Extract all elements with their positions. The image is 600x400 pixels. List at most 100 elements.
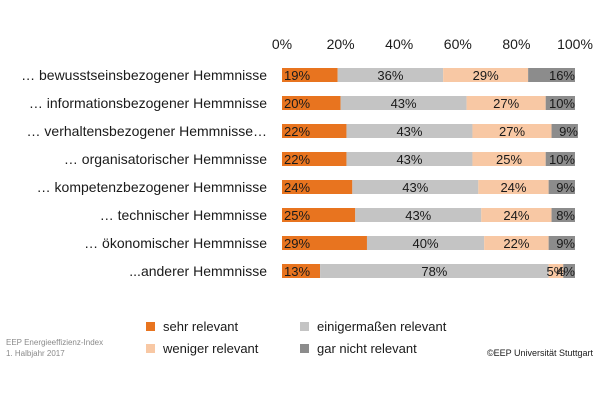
bar-segment <box>528 68 575 82</box>
x-tick-label: 20% <box>327 36 355 52</box>
bar-segment <box>548 180 575 194</box>
bar-segment <box>355 208 482 222</box>
bar-segment <box>472 152 546 166</box>
x-axis-ticks: 0% 20% 40% 60% 80% 100% <box>272 36 593 52</box>
legend-label: weniger relevant <box>162 341 259 356</box>
bar-value-label: 20% <box>284 96 310 111</box>
bar-segment <box>466 96 546 110</box>
x-tick-label: 80% <box>502 36 530 52</box>
bar-segment <box>340 96 467 110</box>
bar-segment <box>352 180 479 194</box>
bar-segment <box>443 68 529 82</box>
bar-value-label: 24% <box>284 180 310 195</box>
bar-value-label: 19% <box>284 68 310 83</box>
bar-segment <box>366 236 485 250</box>
legend-swatch <box>300 344 309 353</box>
category-labels: … bewusstseinsbezogener Hemmnisse … infor… <box>21 67 267 279</box>
legend-label: gar nicht relevant <box>317 341 417 356</box>
bar-value-label: 43% <box>405 208 431 223</box>
bar-segment <box>551 208 575 222</box>
bar-value-label: 43% <box>402 180 428 195</box>
bar-value-label: 78% <box>421 264 447 279</box>
bar-segment <box>545 96 575 110</box>
bar-value-label: 22% <box>503 236 529 251</box>
category-label: … bewusstseinsbezogener Hemmnisse <box>21 67 267 83</box>
category-label: … kompetenzbezogener Hemmnisse <box>37 179 268 195</box>
bar-value-label: 9% <box>559 124 578 139</box>
bar-value-label: 40% <box>413 236 439 251</box>
bar-segment <box>478 180 549 194</box>
bar-segment <box>481 208 552 222</box>
bar-row: 20% 43% 27% 10% <box>282 96 575 111</box>
bar-row: 13% 78% 5%4% <box>282 264 575 279</box>
bar-value-label: 9% <box>556 236 575 251</box>
legend-swatch <box>300 322 309 331</box>
bar-row: 25% 43% 24% 8% <box>282 208 575 223</box>
legend-swatch <box>146 322 155 331</box>
legend-item: weniger relevant <box>146 341 259 356</box>
category-label: … ökonomischer Hemmnisse <box>84 235 267 251</box>
bar-segment <box>551 124 578 138</box>
bar-segment <box>548 236 575 250</box>
bar-value-label: 27% <box>499 124 525 139</box>
bar-value-label: 24% <box>503 208 529 223</box>
bar-value-label: 13% <box>284 264 310 279</box>
bar-value-label: 10% <box>549 96 575 111</box>
bar-value-label: 43% <box>396 124 422 139</box>
bar-value-label: 24% <box>500 180 526 195</box>
footnotes: EEP Energieeffizienz-Index 1. Halbjahr 2… <box>6 338 593 358</box>
x-tick-label: 100% <box>557 36 593 52</box>
bar-value-label: 27% <box>493 96 519 111</box>
copyright-text: ©EEP Universität Stuttgart <box>487 348 594 358</box>
bar-value-label: 4% <box>556 264 575 279</box>
bar-value-label: 25% <box>284 208 310 223</box>
legend: sehr relevant einigermaßen relevant wenige… <box>146 319 447 356</box>
category-label: … verhaltensbezogener Hemmnisse… <box>27 123 267 139</box>
bar-row: 24% 43% 24% 9% <box>282 180 575 195</box>
bar-value-label: 43% <box>391 96 417 111</box>
bar-value-label: 10% <box>549 152 575 167</box>
bar-row: 29% 40% 22% 9% <box>282 236 575 251</box>
bar-segment <box>282 236 367 250</box>
bar-segment <box>282 264 321 278</box>
category-label: ...anderer Hemmnisse <box>129 263 267 279</box>
bar-segment <box>282 208 356 222</box>
bar-segment <box>548 264 564 278</box>
bar-segment <box>282 180 353 194</box>
bar-segment <box>472 124 552 138</box>
category-label: … organisatorischer Hemmnisse <box>64 151 267 167</box>
bar-value-label: 36% <box>377 68 403 83</box>
bar-value-label: 29% <box>284 236 310 251</box>
bar-value-label: 22% <box>284 152 310 167</box>
x-tick-label: 0% <box>272 36 292 52</box>
bar-segment <box>346 152 473 166</box>
bar-value-label: 5% <box>547 264 566 279</box>
bar-segment <box>563 264 575 278</box>
bar-row: 22% 43% 25% 10% <box>282 152 575 167</box>
bar-segment <box>282 96 341 110</box>
bar-segment <box>346 124 473 138</box>
bars: 19% 36% 29% 16% 20% 43% 27% 10% 22% 43% 27% 9% 22% 43… <box>282 68 578 279</box>
bar-segment <box>484 236 549 250</box>
bar-segment <box>282 124 347 138</box>
bar-value-label: 9% <box>556 180 575 195</box>
category-label: … technischer Hemmnisse <box>100 207 267 223</box>
bar-value-label: 16% <box>549 68 575 83</box>
bar-segment <box>320 264 549 278</box>
x-tick-label: 40% <box>385 36 413 52</box>
legend-label: sehr relevant <box>163 319 239 334</box>
footnote-line-2: 1. Halbjahr 2017 <box>6 349 65 358</box>
legend-item: gar nicht relevant <box>300 341 417 356</box>
bar-value-label: 8% <box>556 208 575 223</box>
legend-label: einigermaßen relevant <box>317 319 447 334</box>
category-label: … informationsbezogener Hemmnisse <box>29 95 267 111</box>
footnote-line-1: EEP Energieeffizienz-Index <box>6 338 103 347</box>
bar-value-label: 43% <box>396 152 422 167</box>
bar-row: 19% 36% 29% 16% <box>282 68 575 83</box>
x-tick-label: 60% <box>444 36 472 52</box>
bar-value-label: 29% <box>473 68 499 83</box>
legend-item: einigermaßen relevant <box>300 319 447 334</box>
bar-segment <box>282 68 338 82</box>
